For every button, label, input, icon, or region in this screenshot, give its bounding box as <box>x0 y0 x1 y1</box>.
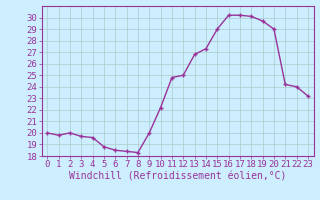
X-axis label: Windchill (Refroidissement éolien,°C): Windchill (Refroidissement éolien,°C) <box>69 172 286 182</box>
